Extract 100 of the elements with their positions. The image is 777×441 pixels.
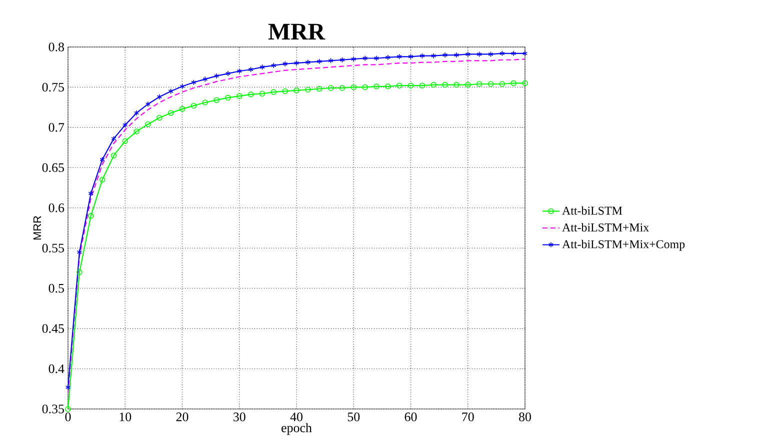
point xyxy=(488,51,494,58)
point xyxy=(76,269,82,276)
point xyxy=(442,82,448,88)
point xyxy=(362,84,368,90)
y-tick-label: 0.75 xyxy=(42,82,64,92)
point xyxy=(88,213,94,219)
point xyxy=(282,88,288,94)
point xyxy=(122,122,128,128)
x-tick-label: 80 xyxy=(519,412,531,422)
x-tick-label: 70 xyxy=(462,412,474,422)
point xyxy=(110,152,117,158)
x-tick-label: 20 xyxy=(176,412,188,422)
point xyxy=(156,94,162,100)
point xyxy=(190,102,197,109)
chart-title: MRR xyxy=(268,24,326,40)
point xyxy=(340,56,345,63)
point xyxy=(225,70,231,76)
point xyxy=(76,249,82,256)
y-tick-label: 0.8 xyxy=(48,42,64,52)
y-tick-label: 0.55 xyxy=(42,244,64,252)
point xyxy=(328,58,334,64)
x-tick-label: 30 xyxy=(234,412,246,422)
legend-label: Att-biLSTM+Mix+Comp xyxy=(562,240,685,251)
x-tick-label: 0 xyxy=(65,412,71,422)
point xyxy=(305,59,310,66)
point xyxy=(396,82,402,88)
legend-label: Att-biLSTM xyxy=(562,206,622,215)
point xyxy=(111,136,116,142)
point xyxy=(351,56,356,62)
point xyxy=(442,52,448,58)
point xyxy=(134,110,140,116)
point xyxy=(122,138,128,144)
point xyxy=(236,93,242,99)
point xyxy=(454,82,460,88)
point xyxy=(454,52,460,58)
point xyxy=(191,79,196,86)
point xyxy=(214,73,220,79)
point xyxy=(465,51,470,58)
point xyxy=(202,100,208,106)
point xyxy=(88,190,94,196)
point xyxy=(305,86,311,93)
point xyxy=(214,97,220,103)
legend-label: Att-biLSTM+Mix xyxy=(562,223,649,232)
point xyxy=(420,52,425,59)
x-tick-label: 10 xyxy=(120,412,132,422)
point xyxy=(134,128,140,134)
point xyxy=(168,88,174,94)
point xyxy=(510,80,516,86)
point xyxy=(282,60,288,67)
point xyxy=(260,64,265,70)
point xyxy=(374,55,380,62)
point xyxy=(179,106,186,112)
point xyxy=(476,51,482,58)
point xyxy=(362,55,368,62)
point xyxy=(339,85,346,91)
point xyxy=(408,54,414,60)
y-axis-title: MRR xyxy=(33,216,41,240)
y-tick-label: 0.7 xyxy=(48,123,64,132)
point xyxy=(294,60,300,66)
y-tick-label: 0.35 xyxy=(42,404,64,414)
x-tick-label: 60 xyxy=(404,412,417,422)
point xyxy=(500,50,505,56)
point xyxy=(225,94,231,101)
y-tick-label: 0.5 xyxy=(48,284,64,293)
x-tick-label: 40 xyxy=(290,412,302,422)
point xyxy=(511,50,516,56)
point xyxy=(396,54,402,60)
point xyxy=(294,88,300,94)
point xyxy=(316,86,322,92)
point xyxy=(328,85,334,91)
y-tick-label: 0.65 xyxy=(42,163,64,172)
point xyxy=(202,76,208,82)
point xyxy=(316,58,322,64)
y-tick-label: 0.4 xyxy=(48,364,64,374)
point xyxy=(156,114,162,121)
point xyxy=(430,82,436,88)
point xyxy=(99,176,106,183)
point xyxy=(145,121,151,128)
point xyxy=(168,110,174,116)
point xyxy=(431,52,436,59)
point xyxy=(385,54,390,60)
point xyxy=(180,84,185,90)
y-tick-label: 0.45 xyxy=(42,324,64,333)
point xyxy=(464,82,471,88)
point xyxy=(476,81,482,87)
point xyxy=(374,84,380,90)
point xyxy=(271,62,276,68)
point xyxy=(270,89,277,95)
x-axis-title: epoch xyxy=(282,423,312,435)
point xyxy=(236,68,242,74)
point xyxy=(100,156,105,162)
point xyxy=(350,84,357,90)
point xyxy=(259,90,266,97)
point xyxy=(488,81,494,87)
point xyxy=(419,82,426,88)
x-tick-label: 50 xyxy=(348,412,360,422)
point xyxy=(385,84,391,90)
point xyxy=(248,92,254,98)
point xyxy=(499,81,506,87)
y-tick-label: 0.6 xyxy=(48,203,64,212)
